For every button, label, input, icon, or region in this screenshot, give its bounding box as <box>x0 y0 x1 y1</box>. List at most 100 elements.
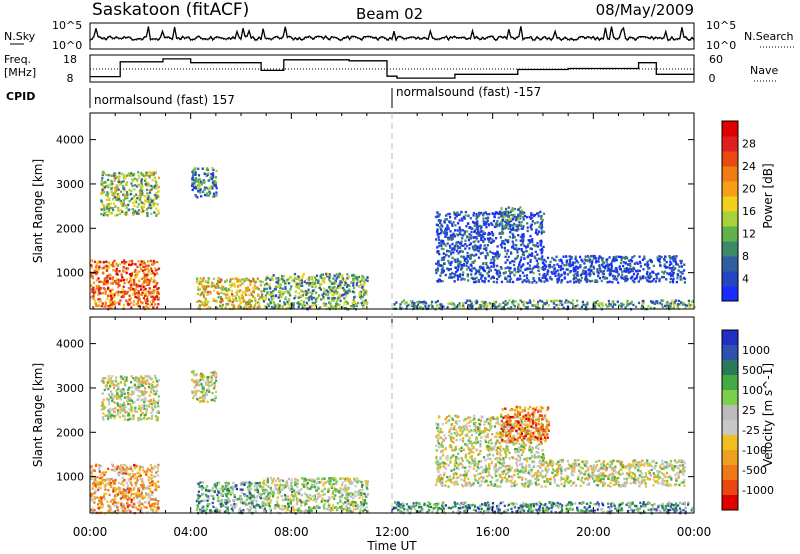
heatmap-cell <box>584 270 587 273</box>
heatmap-cell <box>547 304 550 307</box>
heatmap-cell <box>191 170 194 174</box>
heatmap-cell <box>105 276 108 280</box>
heatmap-cell <box>444 273 447 277</box>
heatmap-cell <box>476 215 479 219</box>
heatmap-cell <box>483 247 486 250</box>
heatmap-cell <box>519 258 522 262</box>
heatmap-cell <box>146 469 149 472</box>
heatmap-cell <box>120 507 123 510</box>
heatmap-cell <box>343 303 346 306</box>
heatmap-cell <box>318 286 321 290</box>
heatmap-cell <box>492 262 495 266</box>
heatmap-cell <box>206 504 209 507</box>
heatmap-cell <box>246 278 249 281</box>
heatmap-cell <box>95 463 98 466</box>
heatmap-cell <box>475 217 478 220</box>
heatmap-cell <box>358 285 361 288</box>
heatmap-cell <box>444 244 448 247</box>
heatmap-cell <box>130 172 133 175</box>
heatmap-cell <box>246 301 249 304</box>
heatmap-cell <box>213 490 216 494</box>
heatmap-cell <box>204 299 207 302</box>
heatmap-cell <box>331 289 334 292</box>
heatmap-cell <box>529 258 532 262</box>
heatmap-cell <box>313 301 316 305</box>
heatmap-cell <box>115 272 118 275</box>
heatmap-cell <box>447 236 450 240</box>
heatmap-cell <box>523 274 526 278</box>
heatmap-cell <box>516 251 519 254</box>
heatmap-cell <box>357 280 360 283</box>
heatmap-cell <box>666 272 669 275</box>
heatmap-cell <box>291 279 294 282</box>
heatmap-cell <box>132 303 135 306</box>
heatmap-cell <box>541 250 544 253</box>
heatmap-cell <box>122 509 125 513</box>
heatmap-cell <box>672 265 675 268</box>
heatmap-cell <box>140 490 144 493</box>
heatmap-cell <box>596 270 599 273</box>
heatmap-cell <box>337 284 340 288</box>
heatmap-cell <box>93 509 96 512</box>
heatmap-cell <box>630 260 634 263</box>
heatmap-cell <box>489 250 492 253</box>
heatmap-cell <box>424 301 427 304</box>
heatmap-cell <box>657 259 661 263</box>
heatmap-cell <box>313 497 317 501</box>
heatmap-cell <box>148 481 152 485</box>
freq-left-tick-top: 18 <box>63 53 77 66</box>
heatmap-cell <box>121 201 124 204</box>
heatmap-cell <box>333 274 336 277</box>
heatmap-cell <box>337 275 340 279</box>
heatmap-cell <box>522 225 525 228</box>
heatmap-cell <box>454 224 457 227</box>
heatmap-cell <box>526 277 529 280</box>
heatmap-cell <box>664 255 667 259</box>
freq-right-tick-bottom: 0 <box>709 72 716 85</box>
heatmap-cell <box>362 295 365 299</box>
heatmap-cell <box>269 492 272 495</box>
heatmap-cell <box>568 258 571 261</box>
heatmap-cell <box>454 229 457 232</box>
heatmap-cell <box>281 277 284 280</box>
heatmap-cell <box>269 287 272 290</box>
heatmap-cell <box>461 266 464 270</box>
heatmap-cell <box>109 202 112 205</box>
heatmap-cell <box>356 507 359 511</box>
heatmap-cell <box>363 291 366 294</box>
heatmap-cell <box>573 281 576 284</box>
heatmap-cell <box>458 232 461 236</box>
heatmap-cell <box>221 303 224 307</box>
heatmap-cell <box>672 268 675 271</box>
heatmap-cell <box>119 199 122 203</box>
heatmap-cell <box>416 303 420 307</box>
heatmap-cell <box>298 302 301 306</box>
heatmap-cell <box>100 192 103 195</box>
heatmap-cell <box>643 257 646 260</box>
heatmap-cell <box>116 487 119 491</box>
heatmap-cell <box>443 256 446 259</box>
heatmap-cell <box>663 263 666 266</box>
heatmap-cell <box>201 303 204 306</box>
heatmap-cell <box>489 237 492 240</box>
heatmap-cell <box>94 299 97 302</box>
heatmap-cell <box>482 220 485 223</box>
heatmap-cell <box>620 305 623 308</box>
heatmap-cell <box>484 303 487 306</box>
heatmap-cell <box>322 483 325 487</box>
heatmap-cell <box>95 265 98 268</box>
heatmap-cell <box>194 173 197 176</box>
heatmap-cell <box>309 487 312 491</box>
heatmap-cell <box>110 179 113 183</box>
heatmap-cell <box>122 285 125 288</box>
heatmap-cell <box>260 280 263 283</box>
heatmap-cell <box>360 297 363 300</box>
heatmap-cell <box>680 261 683 265</box>
heatmap-cell <box>93 292 96 295</box>
heatmap-cell <box>263 283 266 287</box>
heatmap-cell <box>505 218 508 222</box>
heatmap-cell <box>254 280 257 284</box>
heatmap-cell <box>612 257 615 261</box>
heatmap-cell <box>435 271 438 275</box>
heatmap-cell <box>130 500 133 504</box>
